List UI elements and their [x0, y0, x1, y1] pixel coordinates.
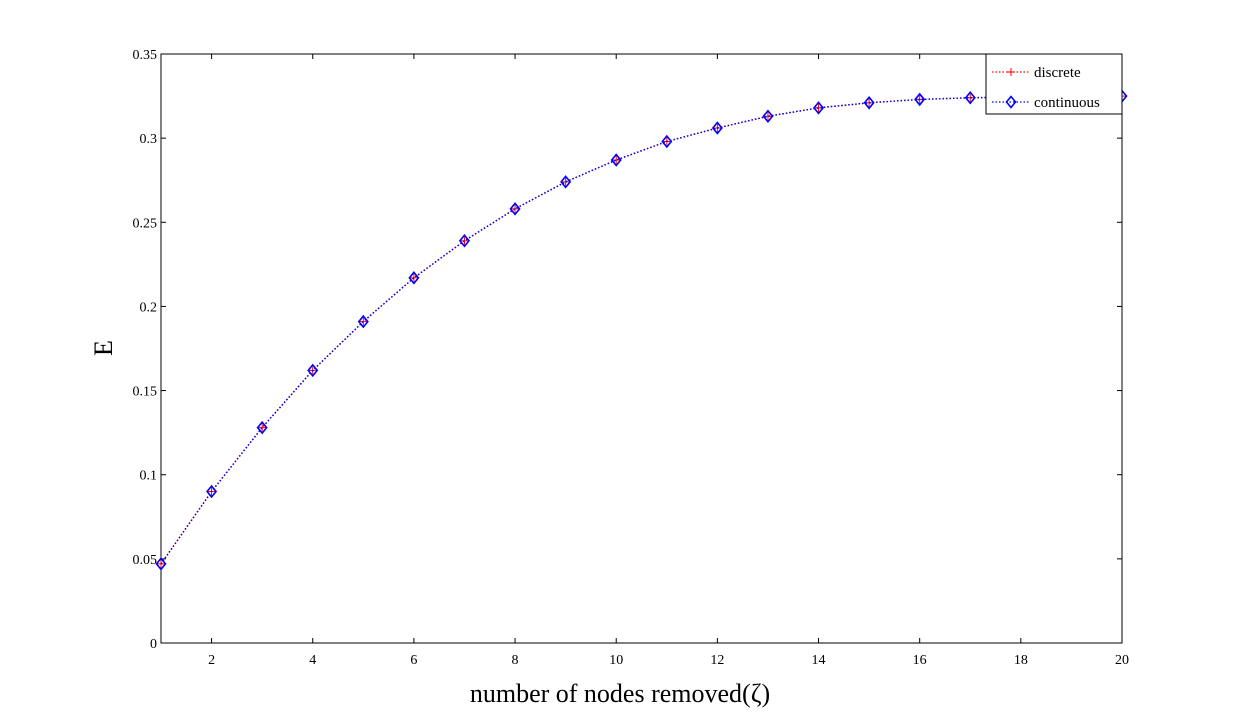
- x-axis-label: number of nodes removed(ζ): [470, 679, 770, 708]
- data-point-discrete: [460, 236, 469, 245]
- series-line-continuous: [160, 95, 1123, 565]
- data-point-continuous: [661, 134, 673, 149]
- legend-box: [985, 53, 1123, 115]
- legend-label: continuous: [1034, 95, 1100, 111]
- data-point-continuous: [357, 314, 369, 329]
- data-point-continuous: [408, 271, 420, 285]
- x-tick-label: 18: [1014, 653, 1028, 668]
- x-tick-label: 16: [913, 653, 927, 668]
- legend-entry-continuous: continuous: [992, 95, 1100, 111]
- y-tick-label: 0.15: [133, 385, 158, 400]
- legend-label: discrete: [1034, 65, 1081, 81]
- data-point-continuous: [610, 153, 622, 167]
- x-tick-label: 12: [710, 653, 724, 668]
- data-point-continuous: [307, 363, 319, 378]
- x-tick-label: 8: [512, 653, 519, 668]
- data-point-discrete: [511, 204, 520, 213]
- x-axis: 2 4 6 8 10 12 14 16 18 20: [208, 54, 1129, 668]
- data-point-continuous: [762, 109, 774, 124]
- data-point-continuous: [509, 202, 521, 216]
- data-point-continuous: [914, 92, 926, 107]
- x-tick-label: 2: [208, 653, 215, 668]
- y-tick-label: 0.3: [140, 132, 158, 147]
- y-tick-label: 0.2: [140, 300, 158, 315]
- x-tick-label: 10: [609, 653, 623, 668]
- x-tick-label: 14: [812, 653, 826, 668]
- data-point-continuous: [206, 484, 218, 499]
- data-point-discrete: [561, 177, 570, 186]
- data-point-continuous: [863, 96, 875, 110]
- data-point-discrete: [612, 156, 621, 165]
- legend-marker: [1007, 68, 1015, 76]
- x-tick-label: 6: [410, 653, 417, 668]
- legend-marker: [1005, 95, 1017, 109]
- x-tick-label: 20: [1115, 653, 1129, 668]
- plot-area: [160, 53, 1123, 644]
- y-axis-label: E: [89, 340, 118, 356]
- legend-entry-discrete: discrete: [992, 65, 1081, 81]
- data-point-discrete: [258, 423, 267, 432]
- data-point-discrete: [409, 273, 418, 282]
- x-tick-label: 4: [309, 653, 316, 668]
- data-point-continuous: [812, 101, 825, 115]
- data-point-continuous: [711, 121, 723, 135]
- data-point-continuous: [560, 175, 572, 189]
- y-tick-label: 0.35: [133, 48, 158, 63]
- y-axis: 0 0.05 0.1 0.15 0.2 0.25 0.3 0.35: [133, 48, 1122, 652]
- y-tick-label: 0.1: [140, 469, 158, 484]
- data-point-continuous: [155, 557, 167, 571]
- data-point-continuous: [256, 420, 268, 435]
- data-point-continuous: [458, 234, 471, 248]
- y-tick-label: 0.05: [133, 553, 158, 568]
- legend: discrete continuous: [985, 53, 1123, 115]
- y-tick-label: 0: [150, 637, 157, 652]
- y-tick-label: 0.25: [133, 216, 158, 231]
- data-point-continuous: [964, 90, 976, 105]
